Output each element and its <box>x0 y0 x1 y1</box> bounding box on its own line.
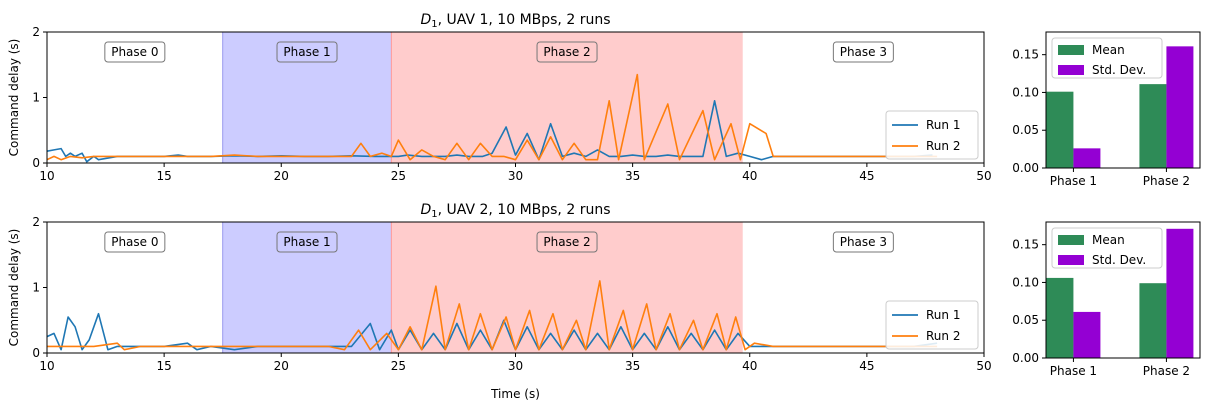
legend-label: Mean <box>1092 43 1125 57</box>
phase-label: Phase 3 <box>840 235 887 249</box>
x-tick-label: 20 <box>274 359 289 373</box>
y-tick-label: 1 <box>32 281 40 295</box>
y-tick-label: 1 <box>32 91 40 105</box>
y-tick-label: 0.15 <box>1012 48 1039 62</box>
x-tick-label: 20 <box>274 169 289 183</box>
y-tick-label: 0.00 <box>1012 161 1039 175</box>
legend-label: Run 1 <box>926 308 960 322</box>
phase-label: Phase 2 <box>543 235 590 249</box>
bar-std-dev-phase-2 <box>1166 228 1194 358</box>
legend-label: Std. Dev. <box>1092 63 1146 77</box>
bar-std-dev-phase-1 <box>1073 148 1101 168</box>
x-tick-label: Phase 1 <box>1050 174 1097 188</box>
phase-label-box <box>536 41 598 63</box>
y-tick-label: 0 <box>32 156 40 170</box>
phase-label-box <box>276 41 338 63</box>
x-tick-label: 15 <box>156 169 171 183</box>
x-tick-label: Phase 2 <box>1143 174 1190 188</box>
x-tick-label: 25 <box>391 169 406 183</box>
line-chart-1: Phase 0 Phase 1 Phase 2 Phase 310 15 20 25 30 35… <box>7 12 992 183</box>
bar-mean-phase-2 <box>1139 84 1167 168</box>
x-tick-label: 35 <box>625 169 640 183</box>
x-tick-label: 30 <box>508 169 523 183</box>
legend-swatch <box>1058 235 1084 245</box>
y-tick-label: 0.05 <box>1012 123 1039 137</box>
legend-label: Std. Dev. <box>1092 253 1146 267</box>
phase-label: Phase 0 <box>111 235 158 249</box>
phase-label: Phase 3 <box>840 45 887 59</box>
line-chart-2: Phase 0 Phase 1 Phase 2 Phase 310 15 20 25 30 35… <box>7 202 992 401</box>
x-tick-label: 35 <box>625 359 640 373</box>
legend <box>885 110 979 160</box>
x-tick-label: 15 <box>156 359 171 373</box>
bar-mean-phase-2 <box>1139 283 1167 358</box>
x-tick-label: 50 <box>976 169 991 183</box>
legend-swatch <box>1058 255 1084 265</box>
series-line-run-2 <box>47 280 938 351</box>
y-tick-label: 0 <box>32 346 40 360</box>
x-tick-label: 50 <box>976 359 991 373</box>
legend-label: Run 2 <box>926 329 960 343</box>
x-tick-label: 10 <box>39 169 54 183</box>
x-tick-label: Phase 2 <box>1143 364 1190 378</box>
x-tick-label: 25 <box>391 359 406 373</box>
x-tick-label: 45 <box>859 359 874 373</box>
y-tick-label: 0.05 <box>1012 313 1039 327</box>
chart-title: D1, UAV 2, 10 MBps, 2 runs <box>420 202 610 220</box>
x-tick-label: 45 <box>859 169 874 183</box>
phase-label-box <box>276 231 338 253</box>
phase-label-box <box>536 231 598 253</box>
y-axis-label: Command delay (s) <box>7 39 21 157</box>
phase-label-box <box>104 231 166 253</box>
phase-label: Phase 0 <box>111 45 158 59</box>
phase-label-box <box>832 231 894 253</box>
legend-swatch <box>1058 65 1084 75</box>
y-tick-label: 0.00 <box>1012 351 1039 365</box>
bar-chart-1: Phase 1 Phase 2 0.00 0.05 0.10 0.15 Mean Std. D… <box>1012 31 1201 188</box>
phase-label-box <box>104 41 166 63</box>
plot-frame <box>1045 221 1201 359</box>
chart-title: D1, UAV 1, 10 MBps, 2 runs <box>420 12 610 30</box>
x-axis-label: Time (s) <box>490 387 540 401</box>
y-tick-label: 2 <box>32 215 40 229</box>
x-tick-label: 10 <box>39 359 54 373</box>
y-tick-label: 2 <box>32 25 40 39</box>
legend-swatch <box>1058 45 1084 55</box>
bar-mean-phase-1 <box>1046 91 1074 168</box>
plot-frame <box>1045 31 1201 169</box>
y-tick-label: 0.10 <box>1012 85 1039 99</box>
bar-mean-phase-1 <box>1046 277 1074 358</box>
legend <box>885 300 979 350</box>
legend-label: Run 1 <box>926 118 960 132</box>
y-tick-label: 0.10 <box>1012 275 1039 289</box>
x-tick-label: Phase 1 <box>1050 364 1097 378</box>
phase-label: Phase 1 <box>283 45 330 59</box>
y-axis-label: Command delay (s) <box>7 229 21 347</box>
phase-label-box <box>832 41 894 63</box>
x-tick-label: 40 <box>742 359 757 373</box>
legend-label: Mean <box>1092 233 1125 247</box>
legend-label: Run 2 <box>926 139 960 153</box>
bar-std-dev-phase-1 <box>1073 311 1101 358</box>
phase-label: Phase 2 <box>543 45 590 59</box>
series-line-run-2 <box>46 73 938 161</box>
x-tick-label: 30 <box>508 359 523 373</box>
bar-chart-2: Phase 1 Phase 2 0.00 0.05 0.10 0.15 Mean Std. D… <box>1012 221 1201 378</box>
x-tick-label: 40 <box>742 169 757 183</box>
bar-std-dev-phase-2 <box>1166 46 1194 168</box>
phase-label: Phase 1 <box>283 235 330 249</box>
y-tick-label: 0.15 <box>1012 238 1039 252</box>
